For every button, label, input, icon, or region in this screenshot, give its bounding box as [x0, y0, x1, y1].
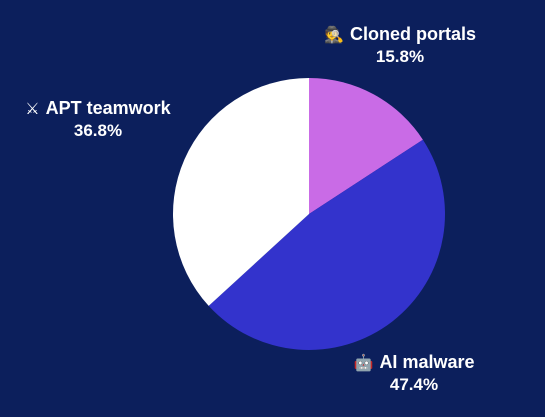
pie-slice-apt-teamwork: [172, 78, 309, 306]
slice-label-apt-teamwork: ⚔ APT teamwork 36.8%: [25, 96, 170, 143]
slice-percent: 15.8%: [375, 47, 425, 67]
robot-icon: 🤖: [353, 353, 374, 372]
slice-percent: 36.8%: [73, 121, 123, 141]
slice-name: AI malware: [379, 352, 475, 372]
slice-label-ai-malware: 🤖 AI malware 47.4%: [354, 350, 475, 397]
crossed-swords-icon: ⚔: [25, 99, 40, 118]
slice-name: Cloned portals: [349, 24, 476, 44]
slice-name: APT teamwork: [45, 98, 171, 118]
slice-percent: 47.4%: [389, 375, 439, 395]
slice-label-cloned-portals: 🕵 Cloned portals 15.8%: [324, 22, 476, 69]
pie-slice-ai-malware: [208, 139, 445, 350]
pie-slice-cloned-portals: [309, 78, 423, 214]
detective-icon: 🕵: [324, 25, 344, 44]
